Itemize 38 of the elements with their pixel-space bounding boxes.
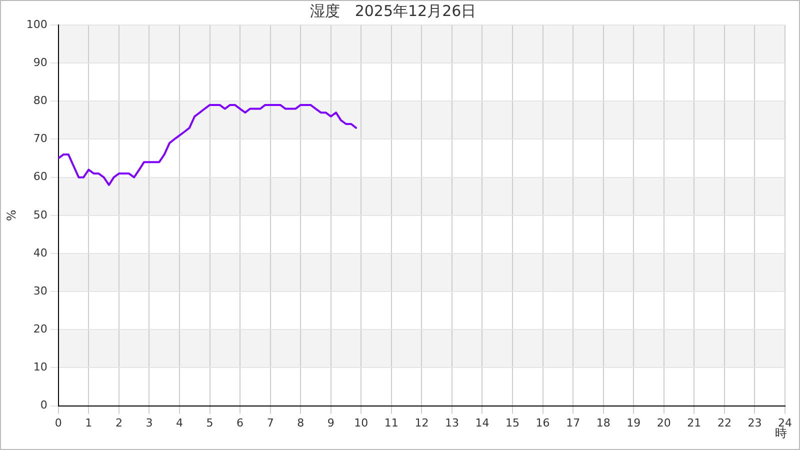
- x-tick-label: 5: [206, 416, 214, 430]
- x-tick-label: 23: [748, 416, 762, 430]
- x-tick-label: 22: [717, 416, 732, 430]
- x-tick-label: 2: [115, 416, 122, 430]
- y-tick-label: 100: [26, 18, 48, 31]
- x-tick-label: 6: [236, 416, 244, 430]
- x-tick-label: 0: [54, 416, 62, 430]
- y-tick-label: 0: [40, 398, 48, 412]
- x-tick-label: 20: [656, 416, 671, 430]
- y-tick-label: 90: [33, 56, 48, 69]
- x-tick-label: 11: [384, 416, 398, 430]
- x-axis-title: 時: [775, 426, 787, 440]
- y-tick-label: 50: [33, 208, 48, 222]
- x-tick-label: 17: [566, 416, 580, 430]
- x-tick-label: 1: [85, 416, 92, 430]
- y-tick-label: 80: [33, 94, 48, 108]
- x-tick-label: 18: [596, 416, 610, 430]
- y-tick-label: 20: [33, 322, 48, 336]
- x-tick-label: 14: [475, 416, 490, 430]
- y-axis-title: %: [4, 210, 18, 222]
- chart-title: 湿度 2025年12月26日: [310, 2, 476, 20]
- y-tick-label: 10: [33, 360, 48, 374]
- x-tick-label: 9: [327, 416, 334, 430]
- x-tick-label: 10: [354, 416, 368, 430]
- x-tick-label: 12: [414, 416, 429, 430]
- y-tick-label: 30: [33, 284, 48, 298]
- x-tick-label: 13: [444, 416, 459, 430]
- x-tick-label: 8: [297, 416, 304, 430]
- x-tick-label: 15: [506, 416, 520, 430]
- y-tick-label: 60: [33, 170, 48, 184]
- x-tick-label: 3: [146, 416, 153, 430]
- x-tick-label: 21: [687, 416, 702, 430]
- x-tick-label: 19: [626, 416, 641, 430]
- x-tick-label: 7: [266, 416, 274, 430]
- y-tick-label: 70: [33, 132, 48, 146]
- y-tick-label: 40: [33, 246, 48, 260]
- x-tick-label: 16: [536, 416, 550, 430]
- x-tick-label: 4: [176, 416, 183, 430]
